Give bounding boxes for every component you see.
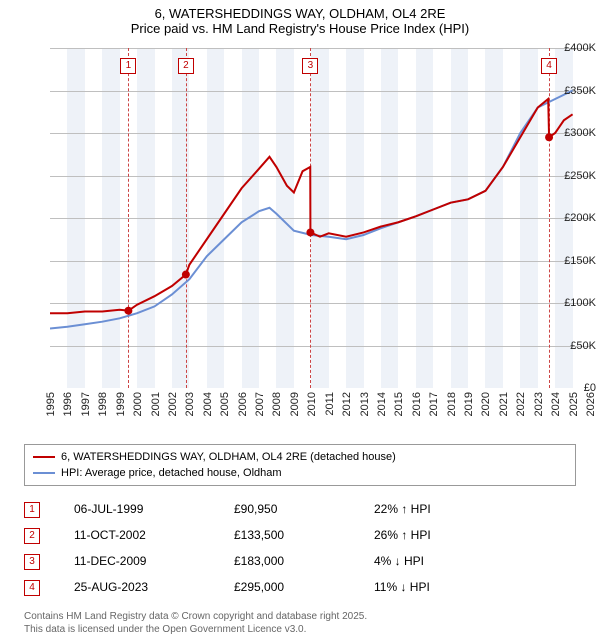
x-axis-label: 1999 <box>115 392 127 416</box>
title-line-2: Price paid vs. HM Land Registry's House … <box>0 21 600 36</box>
x-axis-label: 2018 <box>446 392 458 416</box>
x-axis-label: 2006 <box>237 392 249 416</box>
transactions-table: 1 06-JUL-1999£90,95022% ↑ HPI 2 11-OCT-2002… <box>24 496 576 600</box>
x-axis-label: 2024 <box>550 392 562 416</box>
row-marker: 4 <box>24 580 40 596</box>
x-axis-label: 2004 <box>202 392 214 416</box>
marker-dot <box>124 307 132 315</box>
footer-line-1: Contains HM Land Registry data © Crown c… <box>24 611 367 622</box>
legend-item: 6, WATERSHEDDINGS WAY, OLDHAM, OL4 2RE (… <box>33 449 567 465</box>
row-pct: 11% ↓ HPI <box>374 580 514 594</box>
x-axis-label: 1997 <box>80 392 92 416</box>
x-axis-label: 2022 <box>515 392 527 416</box>
row-price: £90,950 <box>234 502 374 516</box>
row-price: £295,000 <box>234 580 374 594</box>
series-line <box>50 99 573 313</box>
legend-item: HPI: Average price, detached house, Oldh… <box>33 465 567 481</box>
chart-area: £0£50K£100K£150K£200K£250K£300K£350K£400… <box>0 38 600 438</box>
y-axis-label: £250K <box>550 170 596 182</box>
row-marker-cell: 2 <box>24 527 74 544</box>
x-axis-label: 2017 <box>428 392 440 416</box>
x-axis-label: 2000 <box>132 392 144 416</box>
marker-label: 3 <box>302 58 318 74</box>
x-axis-label: 2005 <box>219 392 231 416</box>
y-axis-label: £200K <box>550 212 596 224</box>
page-root: 6, WATERSHEDDINGS WAY, OLDHAM, OL4 2RE P… <box>0 0 600 636</box>
x-axis-label: 2021 <box>498 392 510 416</box>
row-price: £183,000 <box>234 554 374 568</box>
row-date: 11-DEC-2009 <box>74 554 234 568</box>
y-axis-label: £50K <box>550 340 596 352</box>
x-axis-label: 2010 <box>306 392 318 416</box>
x-axis-label: 2011 <box>324 392 336 416</box>
y-axis-label: £100K <box>550 297 596 309</box>
row-marker-cell: 1 <box>24 501 74 518</box>
x-axis-label: 2016 <box>411 392 423 416</box>
marker-dot <box>182 271 190 279</box>
x-axis-label: 2008 <box>271 392 283 416</box>
legend-swatch <box>33 472 55 474</box>
row-marker-cell: 3 <box>24 553 74 570</box>
row-price: £133,500 <box>234 528 374 542</box>
row-marker: 3 <box>24 554 40 570</box>
x-axis-label: 2019 <box>463 392 475 416</box>
legend-label: HPI: Average price, detached house, Oldh… <box>61 467 282 479</box>
row-pct: 26% ↑ HPI <box>374 528 514 542</box>
x-axis-label: 2003 <box>184 392 196 416</box>
row-marker: 1 <box>24 502 40 518</box>
row-pct: 22% ↑ HPI <box>374 502 514 516</box>
legend-label: 6, WATERSHEDDINGS WAY, OLDHAM, OL4 2RE (… <box>61 451 396 463</box>
y-axis-label: £400K <box>550 42 596 54</box>
x-axis-label: 2020 <box>480 392 492 416</box>
table-row: 1 06-JUL-1999£90,95022% ↑ HPI <box>24 496 576 522</box>
row-marker: 2 <box>24 528 40 544</box>
x-axis-label: 2023 <box>533 392 545 416</box>
y-axis-label: £350K <box>550 85 596 97</box>
chart-svg <box>50 48 590 388</box>
table-row: 4 25-AUG-2023£295,00011% ↓ HPI <box>24 574 576 600</box>
x-axis-label: 2009 <box>289 392 301 416</box>
row-date: 25-AUG-2023 <box>74 580 234 594</box>
table-row: 2 11-OCT-2002£133,50026% ↑ HPI <box>24 522 576 548</box>
row-pct: 4% ↓ HPI <box>374 554 514 568</box>
marker-label: 1 <box>120 58 136 74</box>
y-axis-label: £150K <box>550 255 596 267</box>
y-axis-label: £300K <box>550 127 596 139</box>
x-axis-label: 2014 <box>376 392 388 416</box>
x-axis-label: 2025 <box>568 392 580 416</box>
table-row: 3 11-DEC-2009£183,0004% ↓ HPI <box>24 548 576 574</box>
legend: 6, WATERSHEDDINGS WAY, OLDHAM, OL4 2RE (… <box>24 444 576 486</box>
chart-title-block: 6, WATERSHEDDINGS WAY, OLDHAM, OL4 2RE P… <box>0 0 600 38</box>
footer-note: Contains HM Land Registry data © Crown c… <box>24 610 576 636</box>
x-axis-label: 2026 <box>585 392 597 416</box>
row-marker-cell: 4 <box>24 579 74 596</box>
plot-area <box>50 48 590 388</box>
x-axis-label: 2013 <box>359 392 371 416</box>
x-axis-label: 2015 <box>393 392 405 416</box>
x-axis-label: 1998 <box>97 392 109 416</box>
legend-swatch <box>33 456 55 458</box>
x-axis-label: 2012 <box>341 392 353 416</box>
x-axis-label: 2002 <box>167 392 179 416</box>
x-axis-label: 1995 <box>45 392 57 416</box>
x-axis-label: 2007 <box>254 392 266 416</box>
row-date: 06-JUL-1999 <box>74 502 234 516</box>
marker-label: 2 <box>178 58 194 74</box>
marker-dot <box>306 228 314 236</box>
marker-label: 4 <box>541 58 557 74</box>
footer-line-2: This data is licensed under the Open Gov… <box>24 624 306 635</box>
title-line-1: 6, WATERSHEDDINGS WAY, OLDHAM, OL4 2RE <box>0 6 600 21</box>
x-axis-label: 2001 <box>150 392 162 416</box>
x-axis-label: 1996 <box>62 392 74 416</box>
row-date: 11-OCT-2002 <box>74 528 234 542</box>
